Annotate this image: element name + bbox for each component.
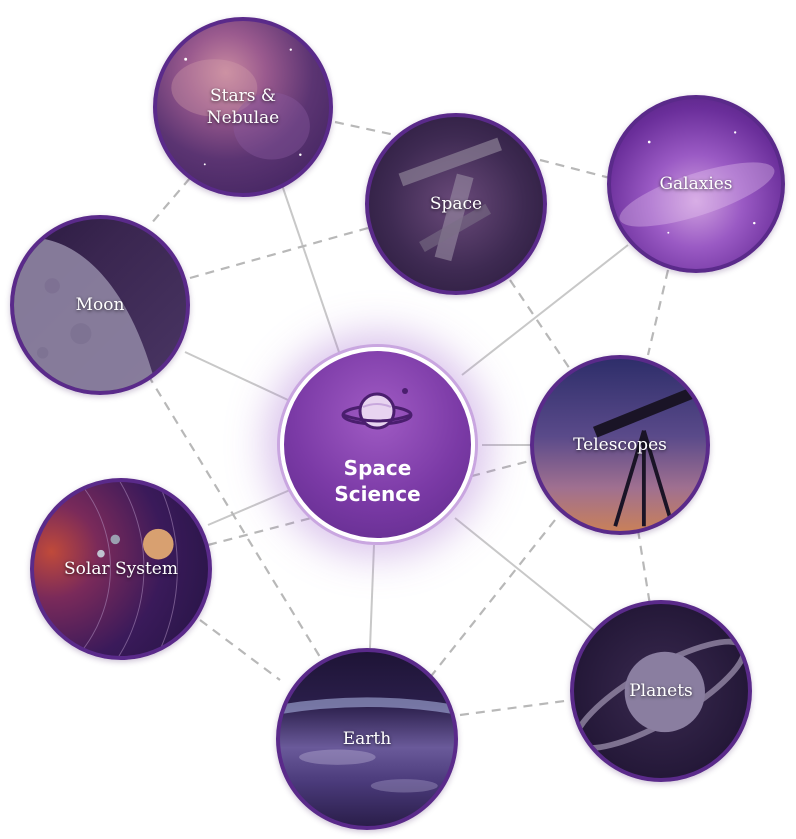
dashed-connector [539,158,611,180]
topic-planets[interactable]: Planets [570,600,752,782]
dashed-connector [459,698,573,717]
solid-connector [454,517,601,636]
dashed-connector [636,529,652,606]
dashed-connector [427,519,556,681]
nebula-texture [171,48,310,166]
galaxy-texture [619,131,775,234]
dashed-connector [149,177,191,226]
solid-connector [369,544,375,649]
topic-label: Stars & Nebulae [206,85,280,128]
topic-galaxies[interactable]: Galaxies [607,95,785,273]
dashed-connector [199,619,281,681]
solid-connector [184,351,289,401]
planet-icon [341,388,413,430]
topic-stars-nebulae[interactable]: Stars & Nebulae [153,17,333,197]
earth-horizon-image [280,697,454,793]
solid-connector [207,489,291,526]
topic-label: Earth [342,728,392,749]
hub-title: Space Science [334,456,421,506]
topic-label: Moon [75,294,125,315]
hub-space-science[interactable]: Space Science [280,347,475,542]
dashed-connector [189,226,369,280]
moon-surface-image [14,237,158,391]
solar-system-image [76,482,178,656]
dashed-connector [147,374,321,658]
dashed-connector [646,269,670,356]
topic-moon[interactable]: Moon [10,215,190,395]
topic-label: Solar System [64,558,178,579]
space-station-image [398,137,502,262]
dashed-connector [334,120,396,137]
topic-label: Galaxies [659,173,733,194]
telescope-silhouette [593,387,695,527]
topic-telescopes[interactable]: Telescopes [530,355,710,535]
saturn-image [574,638,747,751]
solid-connector [461,244,629,376]
topic-label: Space [429,193,483,214]
dashed-connector [509,279,573,373]
topic-earth[interactable]: Earth [276,648,458,830]
topic-space[interactable]: Space [365,113,547,295]
topic-solar-system[interactable]: Solar System [30,478,212,660]
topic-label: Planets [629,680,693,701]
solid-connector [281,184,341,356]
topic-label: Telescopes [573,434,667,455]
